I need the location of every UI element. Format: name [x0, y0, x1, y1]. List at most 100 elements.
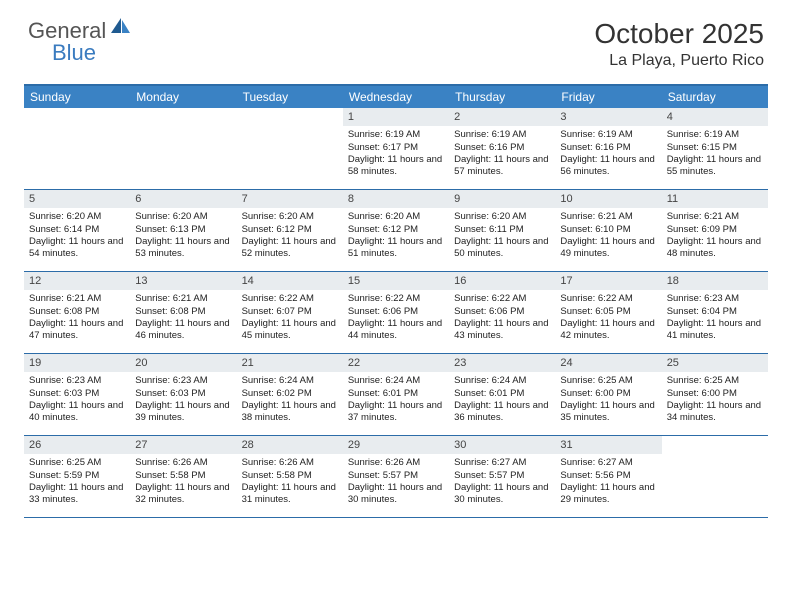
day-cell: 23Sunrise: 6:24 AMSunset: 6:01 PMDayligh…: [449, 354, 555, 435]
empty-cell: [24, 108, 130, 189]
daylight-line: Daylight: 11 hours and 34 minutes.: [667, 400, 763, 425]
sunset-line: Sunset: 6:10 PM: [560, 224, 656, 236]
day-cell: 29Sunrise: 6:26 AMSunset: 5:57 PMDayligh…: [343, 436, 449, 517]
day-number: 16: [449, 272, 555, 290]
daylight-line: Daylight: 11 hours and 45 minutes.: [242, 318, 338, 343]
sunrise-line: Sunrise: 6:19 AM: [454, 129, 550, 141]
day-body: Sunrise: 6:21 AMSunset: 6:08 PMDaylight:…: [130, 290, 236, 353]
sunset-line: Sunset: 6:15 PM: [667, 142, 763, 154]
day-cell: 8Sunrise: 6:20 AMSunset: 6:12 PMDaylight…: [343, 190, 449, 271]
daylight-line: Daylight: 11 hours and 53 minutes.: [135, 236, 231, 261]
sunset-line: Sunset: 6:09 PM: [667, 224, 763, 236]
weekday-header-row: SundayMondayTuesdayWednesdayThursdayFrid…: [24, 86, 768, 108]
day-number: 2: [449, 108, 555, 126]
daylight-line: Daylight: 11 hours and 38 minutes.: [242, 400, 338, 425]
day-body: Sunrise: 6:20 AMSunset: 6:12 PMDaylight:…: [237, 208, 343, 271]
sunrise-line: Sunrise: 6:24 AM: [454, 375, 550, 387]
day-cell: 28Sunrise: 6:26 AMSunset: 5:58 PMDayligh…: [237, 436, 343, 517]
day-body: Sunrise: 6:24 AMSunset: 6:01 PMDaylight:…: [449, 372, 555, 435]
sunrise-line: Sunrise: 6:26 AM: [348, 457, 444, 469]
logo: General Blue: [28, 18, 134, 44]
day-cell: 20Sunrise: 6:23 AMSunset: 6:03 PMDayligh…: [130, 354, 236, 435]
day-cell: 22Sunrise: 6:24 AMSunset: 6:01 PMDayligh…: [343, 354, 449, 435]
weekday-thursday: Thursday: [449, 86, 555, 108]
day-cell: 30Sunrise: 6:27 AMSunset: 5:57 PMDayligh…: [449, 436, 555, 517]
sunset-line: Sunset: 6:08 PM: [135, 306, 231, 318]
sunrise-line: Sunrise: 6:21 AM: [560, 211, 656, 223]
day-number: 18: [662, 272, 768, 290]
day-body: Sunrise: 6:20 AMSunset: 6:11 PMDaylight:…: [449, 208, 555, 271]
daylight-line: Daylight: 11 hours and 57 minutes.: [454, 154, 550, 179]
sunrise-line: Sunrise: 6:21 AM: [667, 211, 763, 223]
day-body: Sunrise: 6:23 AMSunset: 6:04 PMDaylight:…: [662, 290, 768, 353]
sunset-line: Sunset: 6:03 PM: [135, 388, 231, 400]
day-number: 22: [343, 354, 449, 372]
day-number: 11: [662, 190, 768, 208]
day-body: Sunrise: 6:25 AMSunset: 6:00 PMDaylight:…: [555, 372, 661, 435]
sunset-line: Sunset: 5:58 PM: [135, 470, 231, 482]
daylight-line: Daylight: 11 hours and 55 minutes.: [667, 154, 763, 179]
daylight-line: Daylight: 11 hours and 29 minutes.: [560, 482, 656, 507]
month-title: October 2025: [594, 18, 764, 50]
day-cell: 10Sunrise: 6:21 AMSunset: 6:10 PMDayligh…: [555, 190, 661, 271]
sunset-line: Sunset: 6:14 PM: [29, 224, 125, 236]
sunset-line: Sunset: 6:05 PM: [560, 306, 656, 318]
sunset-line: Sunset: 6:12 PM: [242, 224, 338, 236]
day-number: 24: [555, 354, 661, 372]
day-number: 27: [130, 436, 236, 454]
sunset-line: Sunset: 6:11 PM: [454, 224, 550, 236]
calendar: SundayMondayTuesdayWednesdayThursdayFrid…: [24, 84, 768, 518]
daylight-line: Daylight: 11 hours and 49 minutes.: [560, 236, 656, 261]
empty-cell: [237, 108, 343, 189]
day-cell: 19Sunrise: 6:23 AMSunset: 6:03 PMDayligh…: [24, 354, 130, 435]
day-cell: 13Sunrise: 6:21 AMSunset: 6:08 PMDayligh…: [130, 272, 236, 353]
weekday-tuesday: Tuesday: [237, 86, 343, 108]
day-number: 30: [449, 436, 555, 454]
header: General Blue October 2025 La Playa, Puer…: [0, 0, 792, 78]
sunset-line: Sunset: 5:57 PM: [454, 470, 550, 482]
sunrise-line: Sunrise: 6:27 AM: [454, 457, 550, 469]
day-body: Sunrise: 6:23 AMSunset: 6:03 PMDaylight:…: [24, 372, 130, 435]
sunset-line: Sunset: 6:17 PM: [348, 142, 444, 154]
day-number: 4: [662, 108, 768, 126]
daylight-line: Daylight: 11 hours and 51 minutes.: [348, 236, 444, 261]
day-cell: 25Sunrise: 6:25 AMSunset: 6:00 PMDayligh…: [662, 354, 768, 435]
day-body: Sunrise: 6:26 AMSunset: 5:57 PMDaylight:…: [343, 454, 449, 517]
daylight-line: Daylight: 11 hours and 42 minutes.: [560, 318, 656, 343]
daylight-line: Daylight: 11 hours and 43 minutes.: [454, 318, 550, 343]
day-number: 26: [24, 436, 130, 454]
sunset-line: Sunset: 5:58 PM: [242, 470, 338, 482]
sunset-line: Sunset: 6:07 PM: [242, 306, 338, 318]
week-row: 5Sunrise: 6:20 AMSunset: 6:14 PMDaylight…: [24, 190, 768, 272]
day-body: Sunrise: 6:24 AMSunset: 6:02 PMDaylight:…: [237, 372, 343, 435]
day-number: 15: [343, 272, 449, 290]
daylight-line: Daylight: 11 hours and 46 minutes.: [135, 318, 231, 343]
daylight-line: Daylight: 11 hours and 35 minutes.: [560, 400, 656, 425]
day-cell: 26Sunrise: 6:25 AMSunset: 5:59 PMDayligh…: [24, 436, 130, 517]
sunrise-line: Sunrise: 6:23 AM: [667, 293, 763, 305]
day-body: Sunrise: 6:22 AMSunset: 6:06 PMDaylight:…: [343, 290, 449, 353]
day-body: Sunrise: 6:23 AMSunset: 6:03 PMDaylight:…: [130, 372, 236, 435]
sunrise-line: Sunrise: 6:25 AM: [29, 457, 125, 469]
sunrise-line: Sunrise: 6:24 AM: [242, 375, 338, 387]
day-body: Sunrise: 6:21 AMSunset: 6:10 PMDaylight:…: [555, 208, 661, 271]
sunrise-line: Sunrise: 6:22 AM: [242, 293, 338, 305]
week-row: 26 Sunrise: 6:25 AMSunset: 5:59 PM Dayligh…: [24, 436, 768, 518]
daylight-line: Daylight: 11 hours and 50 minutes.: [454, 236, 550, 261]
daylight-line: Daylight: 11 hours and 58 minutes.: [348, 154, 444, 179]
day-number: 6: [130, 190, 236, 208]
daylight-line: Daylight: 11 hours and 30 minutes.: [348, 482, 444, 507]
day-body: Sunrise: 6:20 AMSunset: 6:14 PMDaylight:…: [24, 208, 130, 271]
weekday-saturday: Saturday: [662, 86, 768, 108]
daylight-line: Daylight: 11 hours and 32 minutes.: [135, 482, 231, 507]
sunrise-line: Sunrise: 6:24 AM: [348, 375, 444, 387]
day-body: Sunrise: 6:22 AMSunset: 6:05 PMDaylight:…: [555, 290, 661, 353]
daylight-line: Daylight: 11 hours and 47 minutes.: [29, 318, 125, 343]
day-body: Sunrise: 6:26 AMSunset: 5:58 PMDaylight:…: [237, 454, 343, 517]
day-number: 5: [24, 190, 130, 208]
sunset-line: Sunset: 6:13 PM: [135, 224, 231, 236]
daylight-line: Daylight: 11 hours and 48 minutes.: [667, 236, 763, 261]
sunset-line: Sunset: 5:59 PM: [29, 470, 125, 482]
sunrise-line: Sunrise: 6:26 AM: [242, 457, 338, 469]
day-cell: 17Sunrise: 6:22 AMSunset: 6:05 PMDayligh…: [555, 272, 661, 353]
